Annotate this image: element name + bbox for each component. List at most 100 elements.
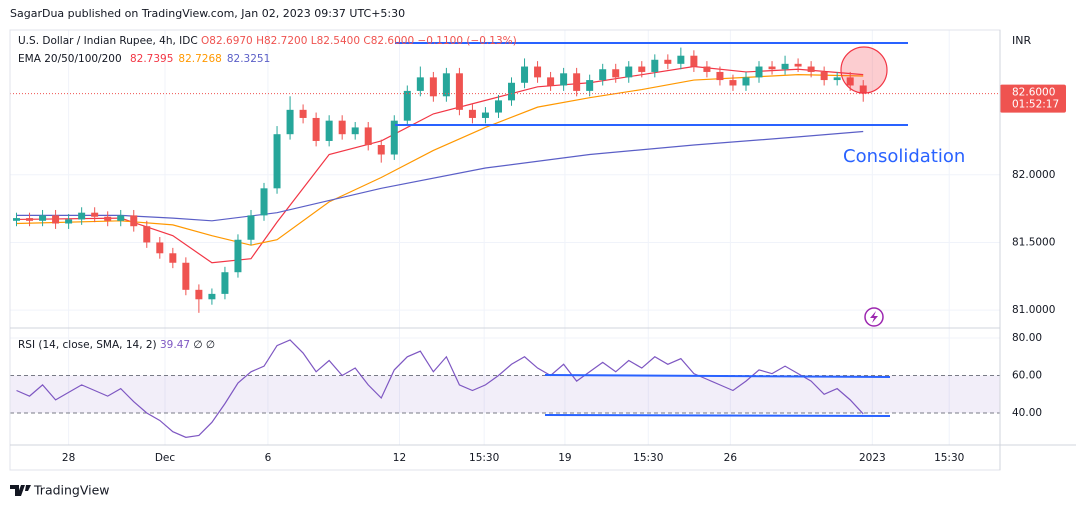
last-price-box [1000, 84, 1066, 113]
candle-body [703, 66, 711, 72]
currency: INR [1012, 34, 1031, 47]
ohlc-open: O82.6970 [201, 35, 253, 47]
y-tick-label: 80.00 [1012, 332, 1042, 344]
ema-line [16, 65, 864, 264]
candle-body [208, 293, 216, 300]
rsi-legend: RSI (14, close, SMA, 14, 2) 39.47 ∅ ∅ [18, 339, 215, 351]
rsi-band [10, 375, 1000, 413]
ohlc-change: −0.1100 (−0.13%) [417, 35, 516, 47]
event-icon-bolt [870, 311, 878, 323]
annotation: Consolidation [843, 146, 965, 167]
candle-body [599, 69, 607, 81]
rsi-title: RSI (14, close, SMA, 14, 2) [18, 339, 157, 351]
x-tick-label: 15:30 [934, 452, 964, 464]
candle-body [156, 242, 164, 254]
ohlc-high: H82.7200 [256, 35, 307, 47]
countdown: 01:52:17 [1012, 99, 1059, 111]
candle-body [494, 100, 502, 113]
ohlc-low: L82.5400 [311, 35, 360, 47]
candle-body [781, 63, 789, 70]
panes: 28 Dec 6 12 15:30 19 15:30 26 2023 15:30 81.0000 81… [10, 30, 1066, 464]
candle-body [104, 216, 112, 221]
candle-body [612, 69, 620, 78]
ema-legend: EMA 20/50/100/200 82.7395 82.7268 82.3251 [18, 53, 270, 65]
candle-body [143, 226, 151, 243]
ema-value: 82.3251 [227, 53, 270, 65]
x-tick-label: 26 [724, 452, 738, 464]
candle-body [78, 212, 86, 220]
candle-body [690, 55, 698, 67]
candle-body [182, 262, 190, 290]
candle-body [26, 218, 34, 221]
candle-body [651, 59, 659, 72]
brand-logo [10, 485, 31, 496]
candle-body [377, 145, 385, 155]
x-tick-label: 15:30 [633, 452, 663, 464]
candle-body [169, 253, 177, 263]
candle-body [534, 66, 542, 78]
candle-body [807, 66, 815, 72]
highlight-circle [840, 46, 888, 94]
y-tick-label: 81.5000 [1012, 236, 1055, 248]
candle-body [794, 63, 802, 67]
candle-body [91, 212, 99, 217]
x-tick-label: 6 [265, 452, 272, 464]
last-price-label: 82.6000 [1012, 87, 1055, 99]
x-tick-label: 2023 [859, 452, 886, 464]
candle-body [65, 219, 73, 224]
candle-body [729, 80, 737, 86]
ema-value: 82.7268 [178, 53, 221, 65]
candle-body [52, 215, 60, 224]
candle-body [234, 239, 242, 273]
candle-body [312, 117, 320, 141]
legend-line: U.S. Dollar / Indian Rupee, 4h, IDC O82.… [18, 35, 517, 47]
x-tick-label: 15:30 [469, 452, 499, 464]
ema-label: EMA 20/50/100/200 [18, 53, 122, 65]
candle-body [442, 73, 450, 97]
rsi-extra: ∅ ∅ [193, 339, 215, 351]
candle-body [130, 215, 138, 227]
candle-body [468, 109, 476, 118]
candle-body [247, 215, 255, 240]
x-tick-label: 28 [62, 452, 75, 464]
ema-line [16, 130, 864, 222]
y-tick-label: 40.00 [1012, 407, 1042, 419]
candle-body [429, 77, 437, 97]
candle-body [508, 82, 516, 101]
trendline [544, 414, 891, 417]
candle-body [221, 272, 229, 294]
candle-body [39, 215, 47, 221]
candle-body [403, 90, 411, 121]
candle-body [677, 55, 685, 64]
y-tick-label: 60.00 [1012, 370, 1042, 382]
candle-body [846, 77, 854, 86]
x-tick-label: Dec [155, 452, 176, 464]
candle-body [560, 73, 568, 86]
candle-body [586, 80, 594, 91]
candle-body [755, 66, 763, 78]
candle-body [416, 77, 424, 91]
candle-body [338, 120, 346, 135]
candle-body [573, 73, 581, 91]
candle-body [833, 77, 841, 81]
candle-body [260, 188, 268, 216]
candle-body [742, 77, 750, 86]
x-tick-label: 12 [393, 452, 406, 464]
candle-body [325, 120, 333, 141]
candle-body [299, 109, 307, 118]
candle-body [364, 127, 372, 146]
candle-body [664, 59, 672, 64]
y-tick-label: 82.0000 [1012, 169, 1055, 181]
candle-body [390, 120, 398, 155]
symbol-title: U.S. Dollar / Indian Rupee, 4h, IDC [18, 35, 198, 47]
candle-body [625, 66, 633, 78]
y-tick-label: 81.0000 [1012, 304, 1055, 316]
x-tick-label: 19 [558, 452, 571, 464]
brand: TradingView [33, 483, 110, 498]
publisher: SagarDua published on TradingView.com, J… [10, 7, 405, 20]
rsi-line [16, 339, 864, 438]
candle-body [638, 66, 646, 72]
candle-body [273, 134, 281, 189]
